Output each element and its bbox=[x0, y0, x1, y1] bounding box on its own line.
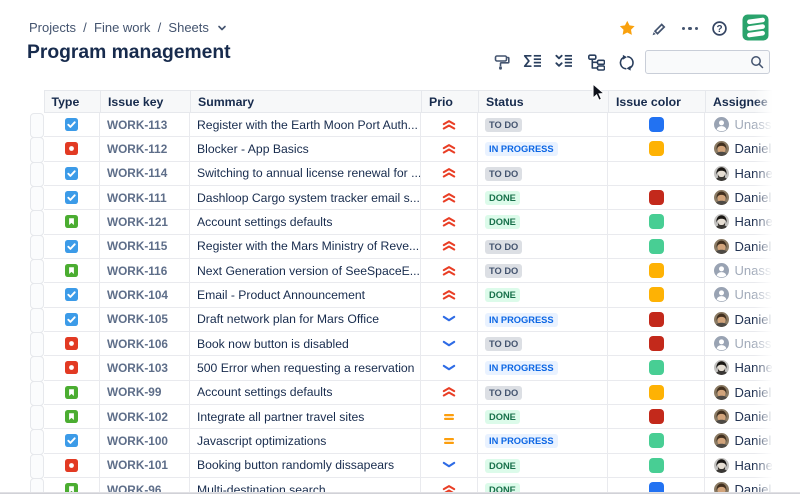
svg-text:?: ? bbox=[716, 24, 722, 35]
